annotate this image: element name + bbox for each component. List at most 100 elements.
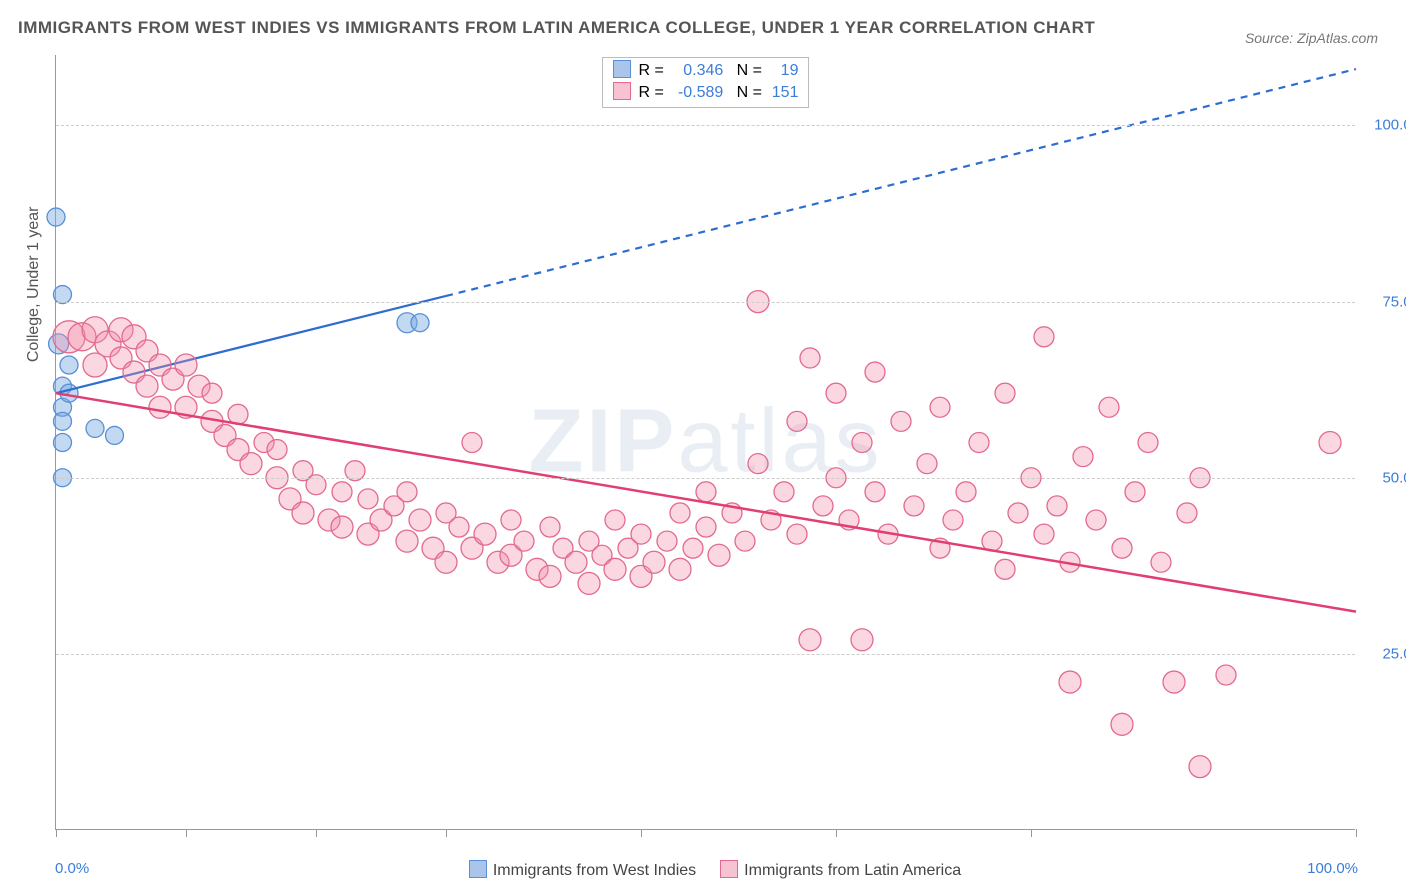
data-point xyxy=(852,433,872,453)
data-point xyxy=(1034,524,1054,544)
xtick xyxy=(1356,829,1357,837)
data-point xyxy=(865,362,885,382)
data-point xyxy=(292,502,314,524)
data-point xyxy=(86,419,104,437)
r-label: R = xyxy=(639,62,664,79)
xtick xyxy=(836,829,837,837)
data-point xyxy=(1177,503,1197,523)
data-point xyxy=(47,208,65,226)
data-point xyxy=(891,411,911,431)
data-point xyxy=(1073,447,1093,467)
data-point xyxy=(136,375,158,397)
source-attribution: Source: ZipAtlas.com xyxy=(1245,30,1378,46)
n-value: 151 xyxy=(766,82,798,104)
xtick xyxy=(56,829,57,837)
data-point xyxy=(800,348,820,368)
trend-line xyxy=(56,393,1356,611)
gridline xyxy=(56,478,1355,479)
xtick xyxy=(316,829,317,837)
data-point xyxy=(202,383,222,403)
data-point xyxy=(435,551,457,573)
data-point xyxy=(1112,538,1132,558)
data-point xyxy=(605,510,625,530)
data-point xyxy=(474,523,496,545)
gridline xyxy=(56,125,1355,126)
data-point xyxy=(851,629,873,651)
data-point xyxy=(540,517,560,537)
data-point xyxy=(54,412,72,430)
data-point xyxy=(1111,713,1133,735)
data-point xyxy=(1059,671,1081,693)
data-point xyxy=(943,510,963,530)
ytick-label: 50.0% xyxy=(1365,469,1406,486)
data-point xyxy=(1008,503,1028,523)
data-point xyxy=(332,482,352,502)
data-point xyxy=(930,397,950,417)
data-point xyxy=(565,551,587,573)
data-point xyxy=(813,496,833,516)
n-label: N = xyxy=(737,62,762,79)
data-point xyxy=(396,530,418,552)
data-point xyxy=(1099,397,1119,417)
xtick xyxy=(446,829,447,837)
data-point xyxy=(539,565,561,587)
data-point xyxy=(1189,756,1211,778)
data-point xyxy=(657,531,677,551)
data-point xyxy=(106,426,124,444)
data-point xyxy=(267,440,287,460)
data-point xyxy=(683,538,703,558)
data-point xyxy=(1125,482,1145,502)
data-point xyxy=(1151,552,1171,572)
trend-line-extrapolated xyxy=(446,69,1356,296)
xtick xyxy=(1031,829,1032,837)
data-point xyxy=(904,496,924,516)
data-point xyxy=(956,482,976,502)
legend-swatch xyxy=(613,60,631,78)
ytick-label: 100.0% xyxy=(1365,117,1406,134)
legend-label: Immigrants from West Indies xyxy=(493,862,696,879)
legend-row: R = 0.346 N = 19 xyxy=(613,60,799,82)
r-value: -0.589 xyxy=(668,82,723,104)
data-point xyxy=(1216,665,1236,685)
xtick xyxy=(641,829,642,837)
r-label: R = xyxy=(639,84,664,101)
data-point xyxy=(696,517,716,537)
data-point xyxy=(60,356,78,374)
legend-swatch xyxy=(720,860,738,878)
legend-swatch xyxy=(469,860,487,878)
series-legend: Immigrants from West Indies Immigrants fr… xyxy=(0,860,1406,880)
data-point xyxy=(604,558,626,580)
correlation-legend: R = 0.346 N = 19R = -0.589 N = 151 xyxy=(602,57,810,108)
ytick-label: 25.0% xyxy=(1365,645,1406,662)
data-point xyxy=(748,454,768,474)
legend-label: Immigrants from Latin America xyxy=(744,862,961,879)
data-point xyxy=(774,482,794,502)
xtick xyxy=(186,829,187,837)
data-point xyxy=(787,524,807,544)
data-point xyxy=(826,383,846,403)
data-point xyxy=(462,433,482,453)
data-point xyxy=(409,509,431,531)
data-point xyxy=(995,559,1015,579)
data-point xyxy=(1047,496,1067,516)
data-point xyxy=(240,453,262,475)
data-point xyxy=(865,482,885,502)
yaxis-title: College, Under 1 year xyxy=(25,207,43,363)
data-point xyxy=(643,551,665,573)
legend-swatch xyxy=(613,82,631,100)
data-point xyxy=(1319,432,1341,454)
data-point xyxy=(917,454,937,474)
legend-row: R = -0.589 N = 151 xyxy=(613,82,799,104)
r-value: 0.346 xyxy=(668,60,723,82)
data-point xyxy=(358,489,378,509)
data-point xyxy=(708,544,730,566)
n-value: 19 xyxy=(766,60,798,82)
data-point xyxy=(669,558,691,580)
data-point xyxy=(799,629,821,651)
data-point xyxy=(1138,433,1158,453)
data-point xyxy=(54,434,72,452)
data-point xyxy=(631,524,651,544)
data-point xyxy=(149,396,171,418)
scatter-svg xyxy=(56,55,1355,829)
gridline xyxy=(56,654,1355,655)
